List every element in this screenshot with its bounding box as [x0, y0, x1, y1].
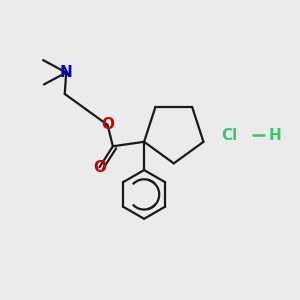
- Text: H: H: [269, 128, 282, 142]
- Text: Cl: Cl: [221, 128, 238, 142]
- Text: O: O: [101, 117, 114, 132]
- Text: N: N: [60, 65, 73, 80]
- Text: O: O: [93, 160, 106, 175]
